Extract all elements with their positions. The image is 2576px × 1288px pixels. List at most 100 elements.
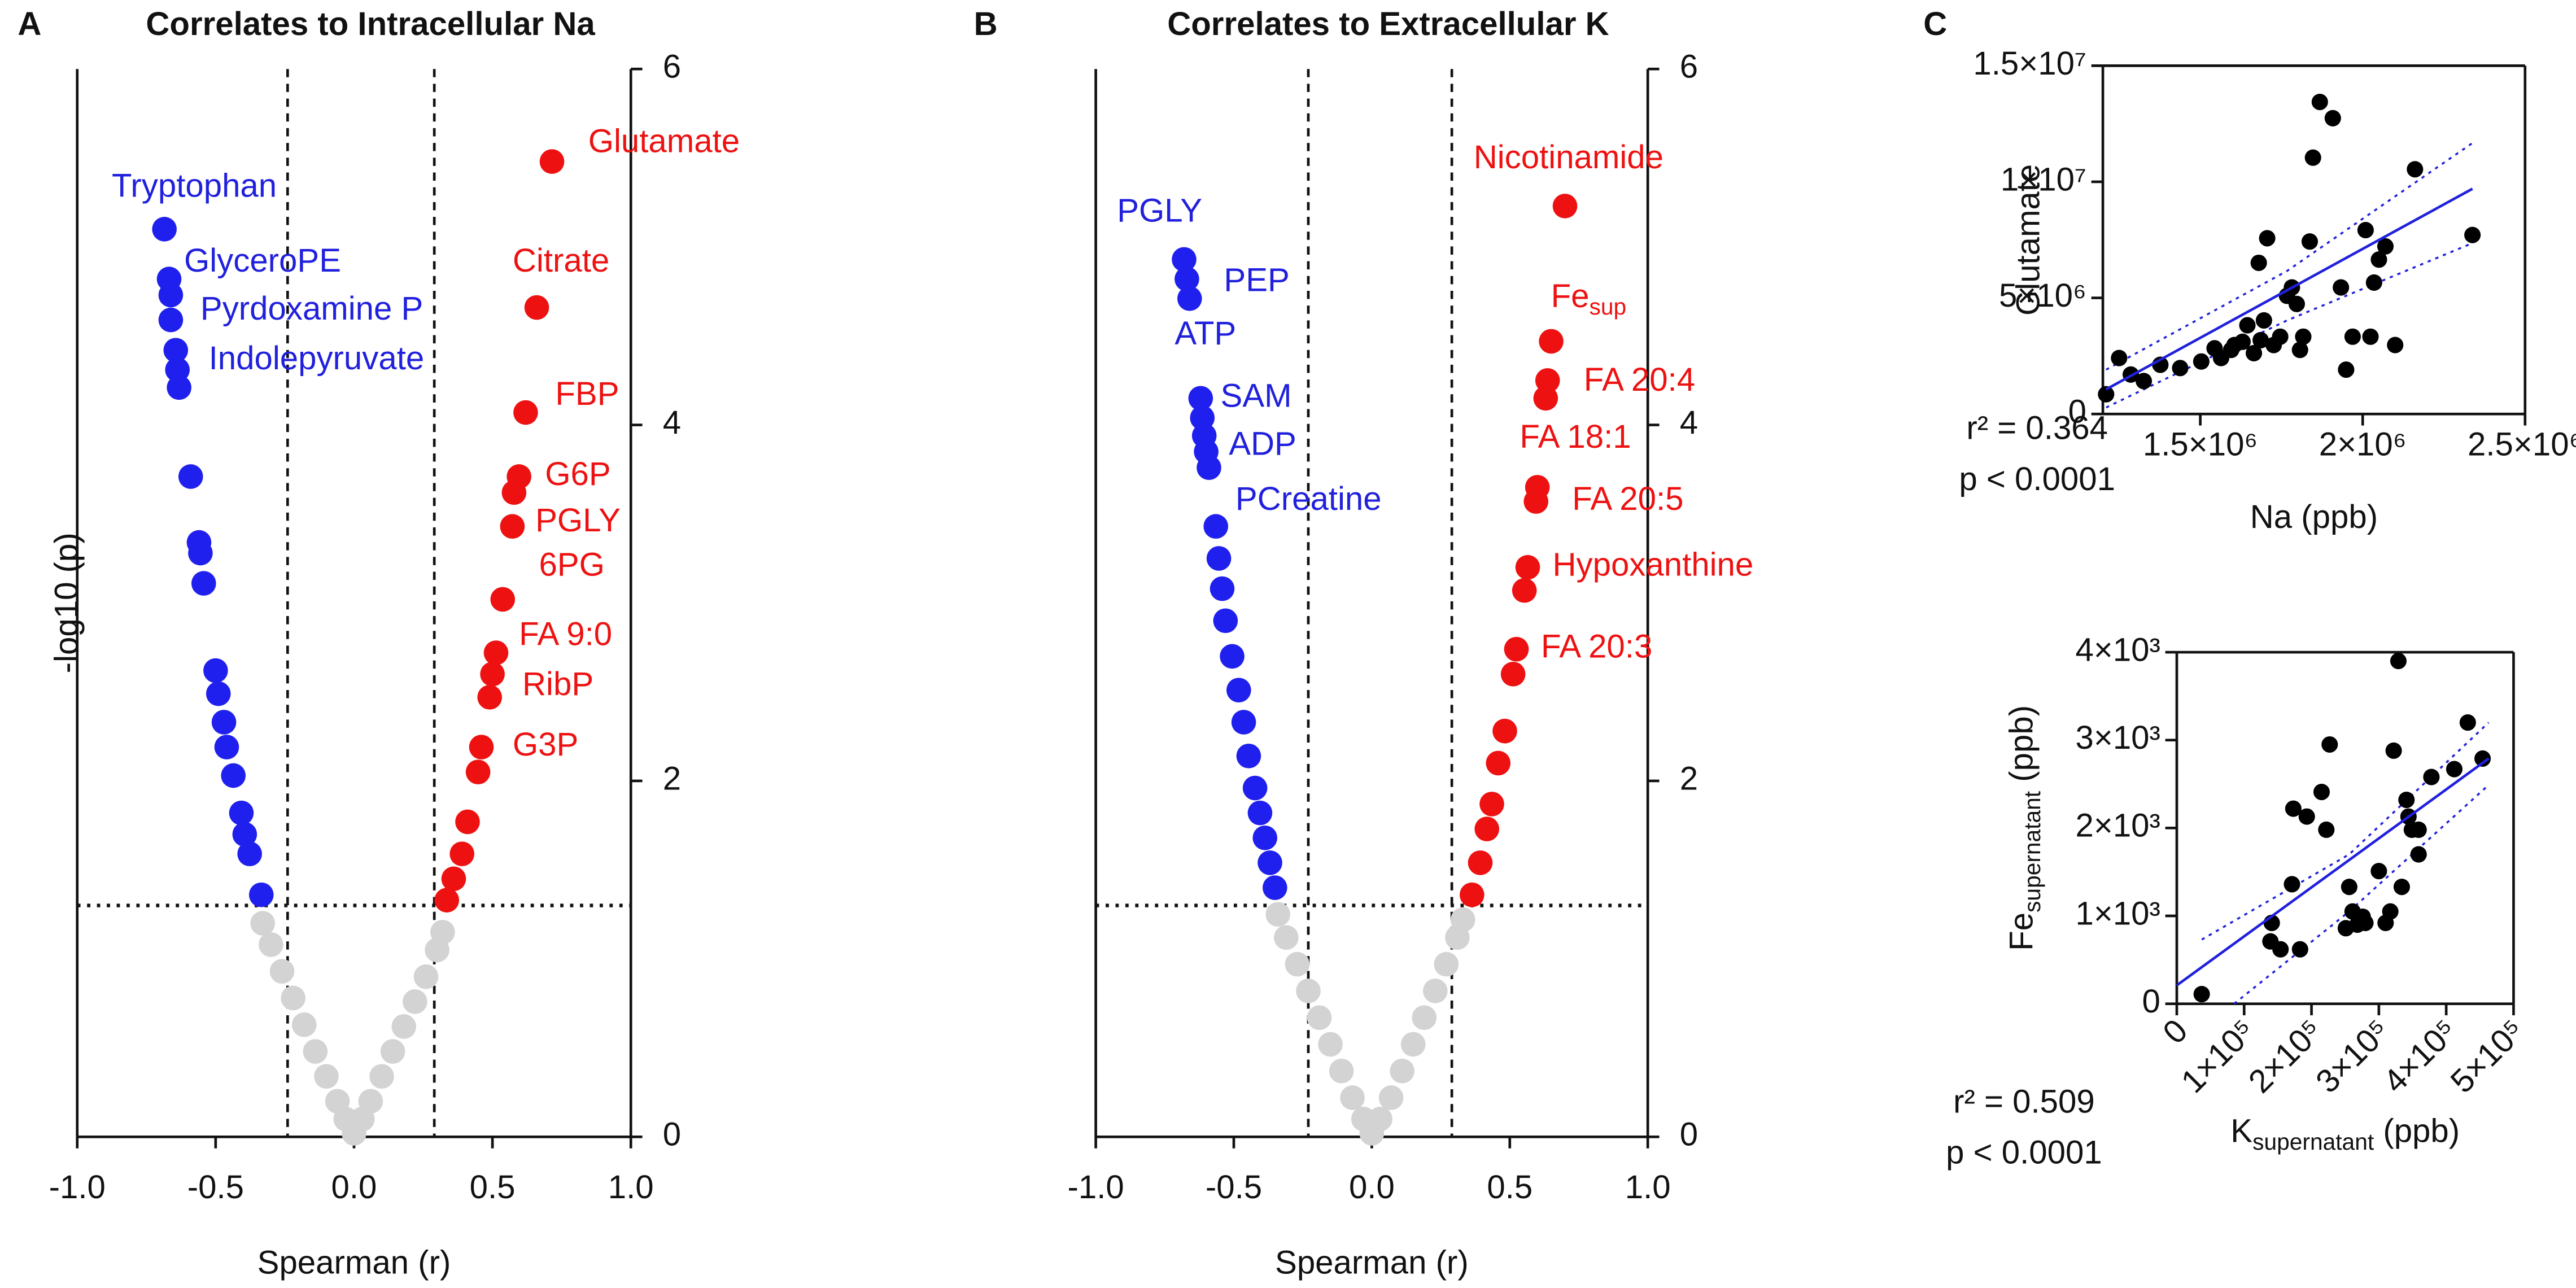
data-point [455, 809, 480, 835]
data-point [465, 759, 491, 785]
point-label-main: RibP [522, 666, 593, 702]
data-point [2272, 941, 2289, 958]
data-point [2298, 808, 2315, 825]
data-point [1220, 644, 1245, 669]
data-point [2423, 769, 2440, 785]
data-point [539, 149, 565, 174]
y-tick-label: 6 [663, 49, 681, 85]
data-point [303, 1039, 328, 1064]
data-point [1188, 386, 1213, 411]
point-label-main: GlyceroPE [184, 242, 341, 279]
data-point [2313, 783, 2330, 801]
x-tick-label: 1.0 [608, 1169, 654, 1206]
data-point [281, 985, 305, 1011]
x-tick-label: -1.0 [49, 1169, 106, 1206]
data-point [1177, 286, 1202, 311]
point-label: PGLY [1117, 193, 1202, 229]
data-point [413, 964, 439, 989]
data-point [1213, 608, 1238, 634]
data-point [2304, 149, 2321, 166]
point-label-main: FA 20:4 [1584, 361, 1695, 398]
point-label-main: PGLY [1117, 193, 1202, 229]
x-axis-label: Spearman (r) [257, 1245, 451, 1281]
chart-title: Correlates to Extracellular K [1167, 6, 1609, 42]
data-point [2390, 653, 2407, 670]
data-point [1190, 405, 1215, 430]
data-point [524, 295, 549, 320]
data-point [441, 866, 466, 892]
x-tick-label: 2.5×10⁶ [2468, 426, 2576, 463]
data-point [380, 1039, 405, 1064]
data-point [2321, 736, 2338, 753]
data-point [2259, 230, 2276, 247]
y-axis-label: Glutamate [2010, 164, 2046, 316]
y-axis-label: -log10 (p) [49, 532, 85, 673]
data-point [291, 1012, 317, 1037]
confidence-band [2201, 722, 2490, 941]
regression-line [2176, 757, 2490, 986]
data-point [501, 480, 527, 505]
y-tick-label: 5×10⁶ [1999, 277, 2086, 314]
data-point [1340, 1085, 1365, 1110]
y-tick-label: 6 [1680, 49, 1698, 85]
data-point [1285, 951, 1310, 977]
y-axis-label: Fesupernatant (ppb) [2003, 705, 2045, 951]
data-point [2272, 328, 2289, 345]
point-label-main: Citrate [513, 242, 609, 279]
data-point [206, 681, 231, 706]
data-point [2193, 985, 2210, 1003]
data-point [211, 710, 237, 735]
data-point [2255, 312, 2272, 329]
panel-label: A [18, 6, 41, 42]
x-tick-label: -0.5 [187, 1169, 244, 1206]
data-point [490, 587, 516, 612]
data-point [2291, 342, 2308, 359]
data-point [2234, 333, 2251, 350]
point-label: FA 20:4 [1584, 361, 1695, 398]
data-point [221, 763, 246, 788]
data-point [314, 1064, 339, 1089]
data-point [165, 357, 190, 382]
data-point [2474, 750, 2491, 767]
data-point [229, 800, 254, 826]
data-point [1368, 1106, 1392, 1132]
data-point [2362, 328, 2379, 345]
data-point [1231, 710, 1256, 735]
data-point [2333, 279, 2350, 296]
y-tick-label: 3×10³ [2076, 719, 2160, 756]
point-label: PEP [1224, 262, 1289, 299]
data-point [203, 658, 228, 683]
x-tick-label: 0.0 [331, 1169, 377, 1206]
data-point [237, 841, 262, 867]
data-point [2357, 914, 2374, 932]
data-point [2410, 821, 2427, 839]
data-point [1307, 1005, 1332, 1030]
data-point [2410, 846, 2427, 863]
data-point [2370, 251, 2387, 268]
point-label-sub: sup [1589, 294, 1626, 320]
data-point [1474, 817, 1500, 841]
data-point [403, 989, 427, 1014]
data-point [369, 1064, 394, 1089]
data-point [1533, 386, 1558, 411]
point-label: GlyceroPE [184, 242, 341, 279]
point-label-main: FA 18:1 [1520, 418, 1631, 455]
data-point [2295, 328, 2312, 345]
point-label: FBP [555, 376, 619, 413]
point-label-main: Fe [1551, 278, 1590, 315]
data-point [2370, 863, 2387, 880]
data-point [1175, 267, 1199, 291]
data-point [259, 932, 283, 957]
data-point [2464, 226, 2481, 243]
point-label-main: ADP [1229, 426, 1296, 462]
point-label: Indolepyruvate [209, 340, 425, 377]
point-label: SAM [1221, 378, 1292, 414]
data-point [1486, 750, 1511, 776]
data-point [1422, 979, 1448, 1003]
data-point [2193, 353, 2210, 370]
data-point [2365, 274, 2382, 291]
data-point [1500, 662, 1526, 687]
data-point [1468, 850, 1493, 875]
data-point [2446, 761, 2463, 778]
data-point [2341, 879, 2357, 896]
